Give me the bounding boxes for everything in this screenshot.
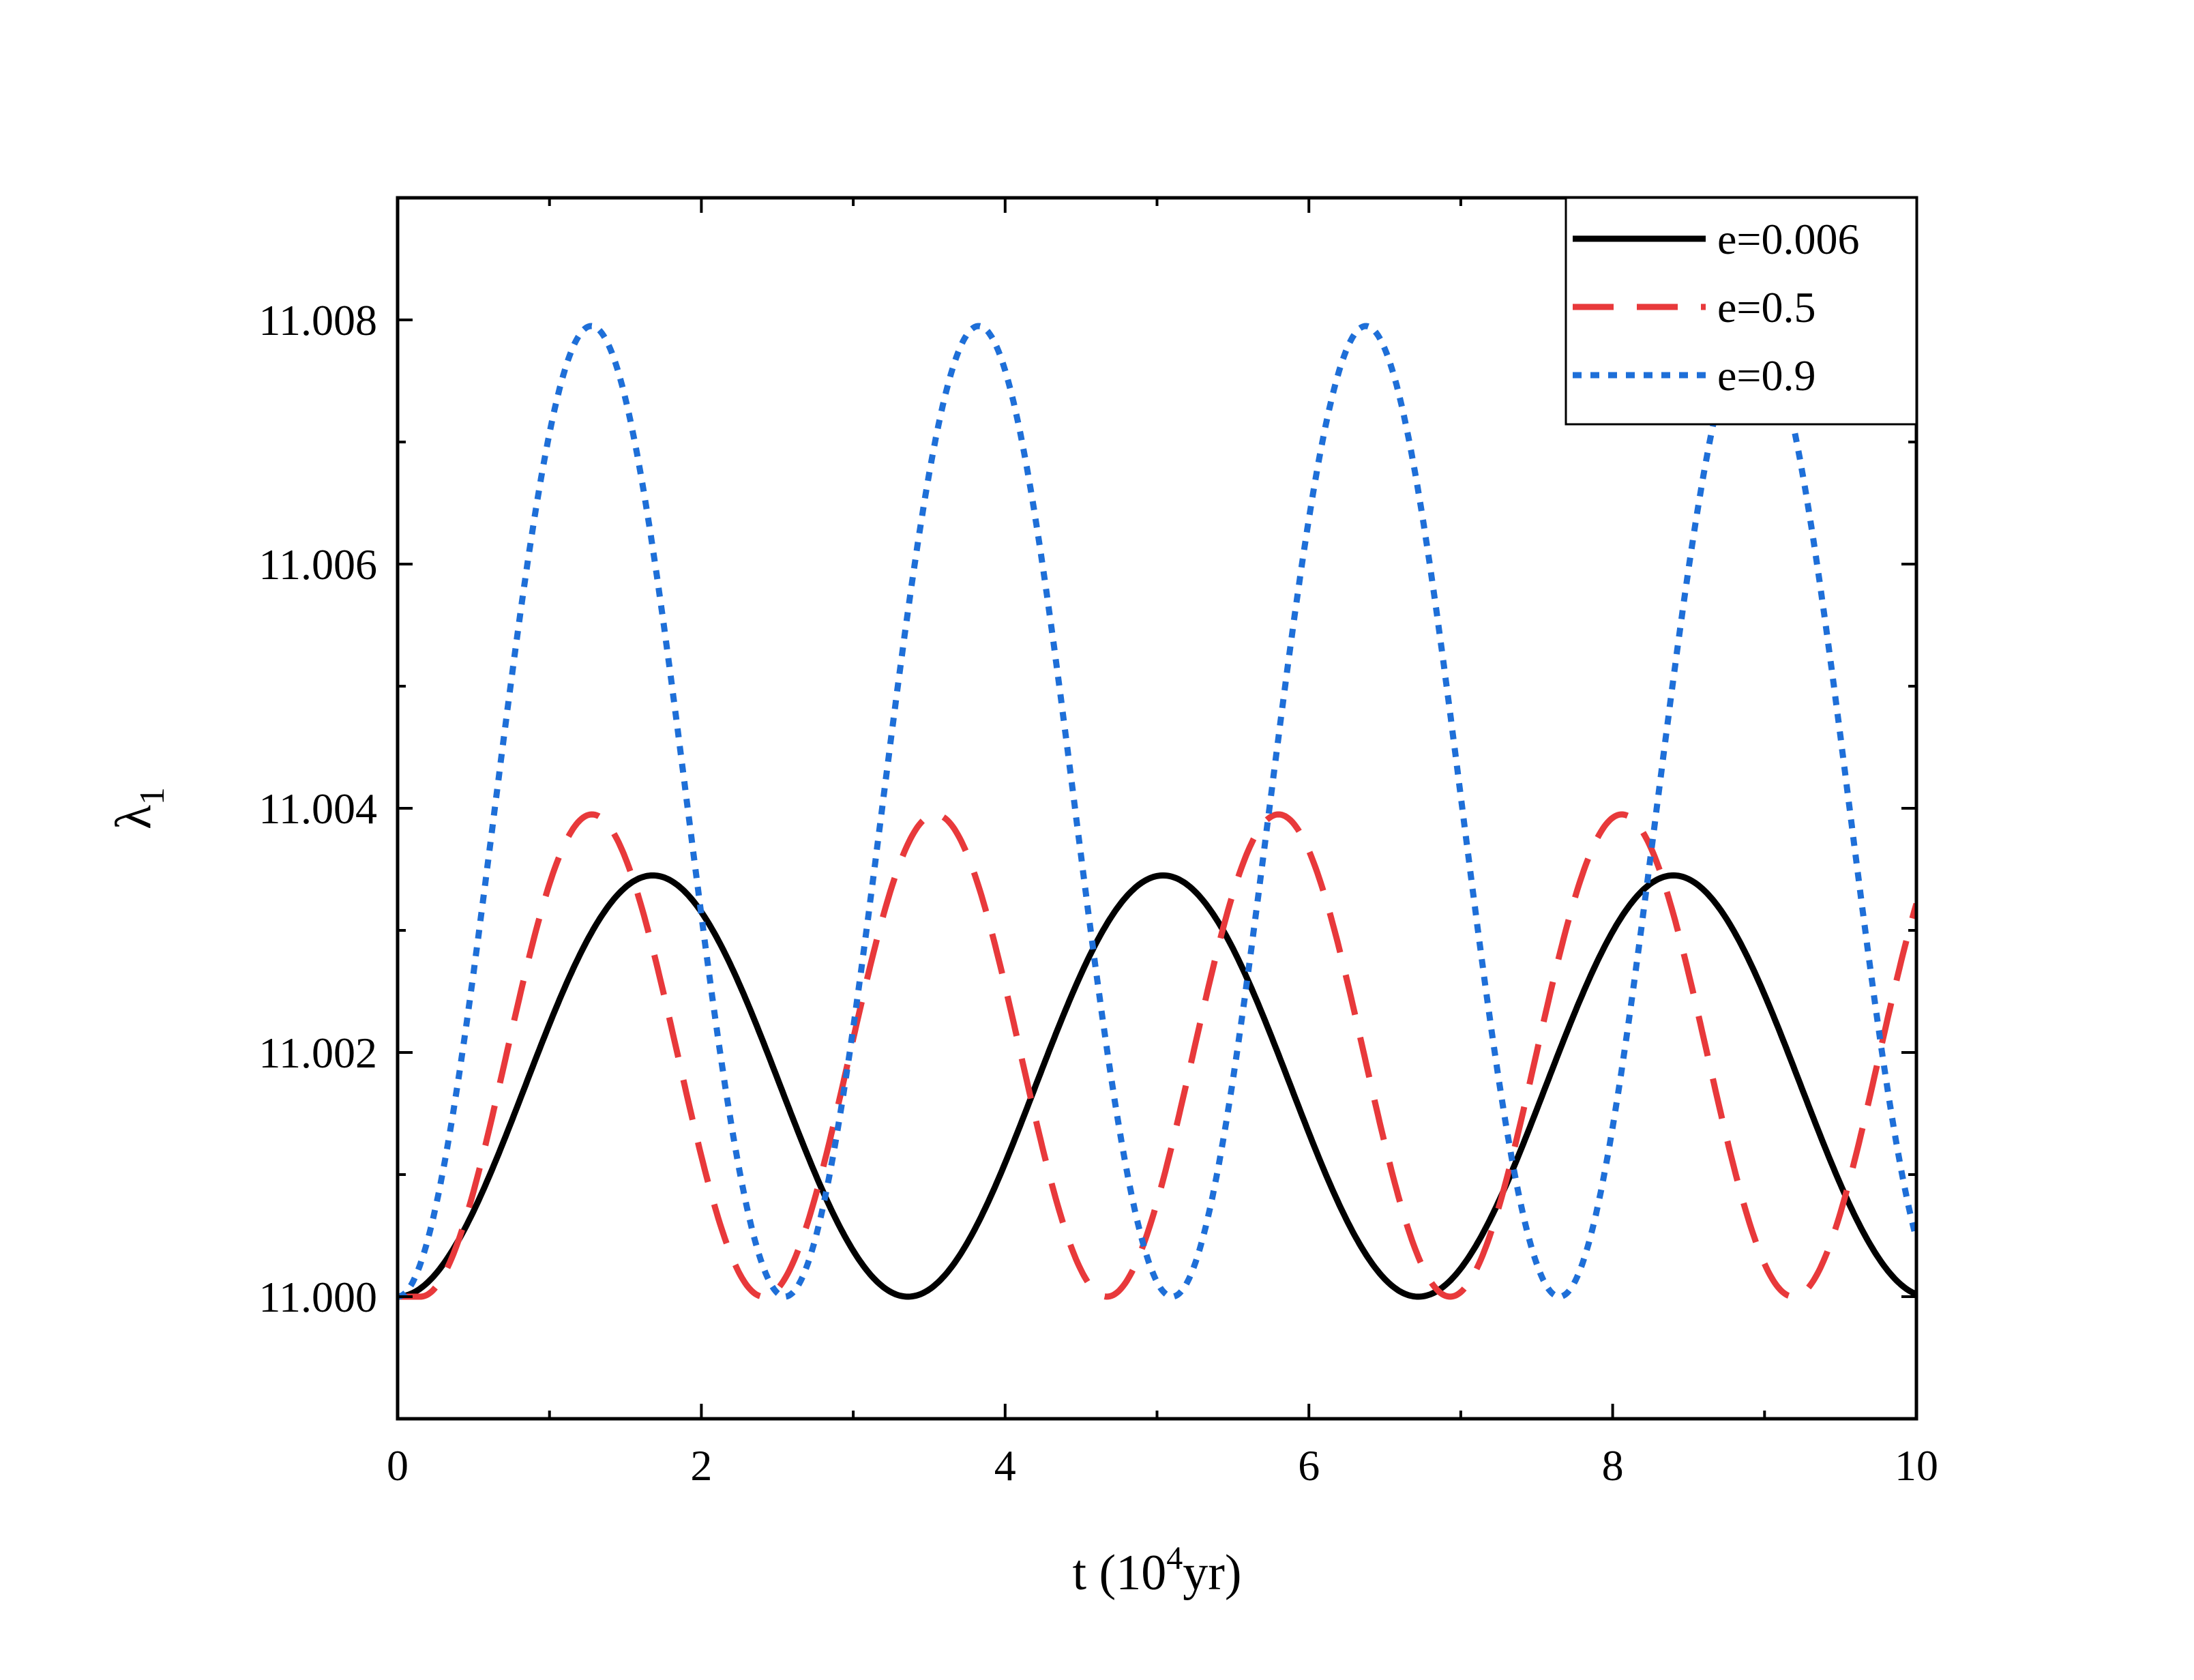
legend-items: e=0.006 e=0.5 e=0.9 <box>1573 215 1860 400</box>
y-tick-label: 11.002 <box>258 1029 377 1077</box>
ticks-layer: 0 2 4 6 8 10 11.000 11.002 11.004 11.006 11.008 <box>258 198 1938 1490</box>
x-axis-title-prefix: t (10 <box>1073 1545 1167 1601</box>
series-layer <box>398 323 1916 1300</box>
x-tick-label: 10 <box>1895 1441 1938 1490</box>
y-tick-label: 11.008 <box>258 296 377 344</box>
legend-box <box>1565 196 1918 426</box>
y-axis-title: λ1 <box>106 787 172 829</box>
x-axis-title: t (104yr) <box>1073 1540 1242 1601</box>
x-tick-label: 6 <box>1298 1441 1320 1490</box>
y-tick-label: 11.006 <box>258 540 377 589</box>
plot-frame <box>396 196 1918 1421</box>
legend-label-3: e=0.9 <box>1717 351 1816 400</box>
legend-label-2: e=0.5 <box>1717 283 1816 331</box>
x-axis-title-suffix: yr) <box>1183 1545 1241 1601</box>
legend: e=0.006 e=0.5 e=0.9 <box>1565 196 1918 426</box>
x-tick-label: 2 <box>690 1441 712 1490</box>
legend-label-1: e=0.006 <box>1717 215 1860 263</box>
series-line-3 <box>398 323 1916 1300</box>
x-tick-label: 8 <box>1602 1441 1624 1490</box>
x-tick-label: 0 <box>387 1441 409 1490</box>
y-tick-label: 11.004 <box>258 784 377 833</box>
x-tick-label: 4 <box>994 1441 1016 1490</box>
y-axis-title-main: λ <box>106 805 162 829</box>
y-tick-label: 11.000 <box>258 1273 377 1321</box>
series-line-1 <box>398 872 1916 1300</box>
x-axis-title-superscript: 4 <box>1166 1540 1183 1576</box>
y-axis-title-subscript: 1 <box>133 787 172 805</box>
